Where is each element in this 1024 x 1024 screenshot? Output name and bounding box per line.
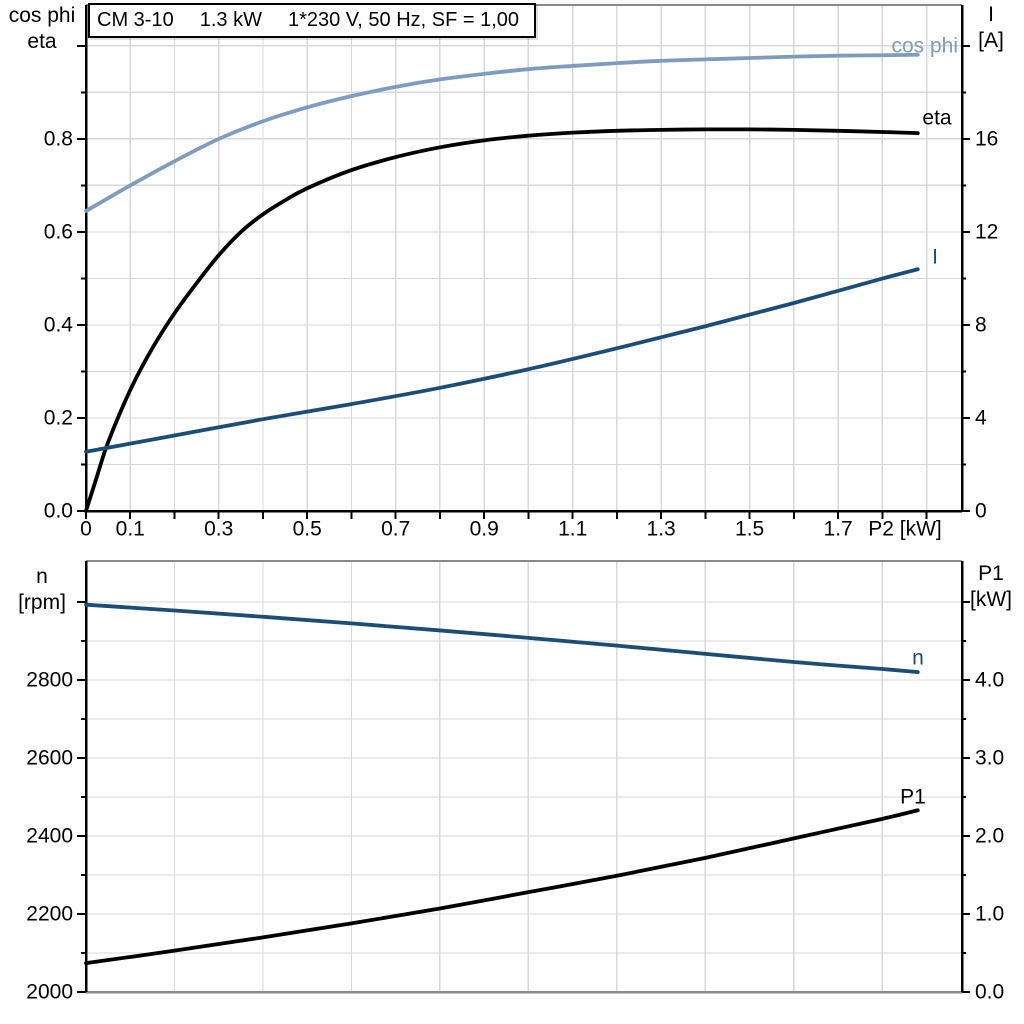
x-tick-label: 0.1 — [116, 518, 145, 541]
left-tick-label: 0.4 — [44, 313, 74, 336]
x-tick-label: 0 — [80, 518, 92, 541]
curve-cos-phi — [84, 52, 920, 213]
x-tick-label: 0.7 — [381, 518, 410, 541]
top-left-axis-title: cos phi eta — [2, 3, 82, 55]
left-tick-label: 2400 — [26, 824, 73, 847]
right-tick-label: 2.0 — [975, 825, 1004, 848]
left-tick-label: 2000 — [26, 981, 73, 1004]
right-tick-label: 0 — [975, 500, 987, 523]
input-power-axis-label: P1 — [978, 562, 1004, 585]
curve-label-cos-phi: cos phi — [891, 35, 958, 58]
x-tick-label: 1.1 — [558, 518, 587, 541]
curve-label-p1: P1 — [900, 786, 926, 809]
left-tick-label: 0.0 — [44, 500, 73, 523]
left-tick-label: 2800 — [26, 668, 73, 691]
right-tick-label: 12 — [975, 221, 998, 244]
speed-axis-unit: [rpm] — [18, 591, 66, 614]
current-axis-unit: [A] — [978, 29, 1004, 52]
chart-title-box: CM 3-10 1.3 kW 1*230 V, 50 Hz, SF = 1,00 — [88, 3, 536, 38]
curve-label-i: I — [932, 246, 938, 269]
left-tick-label: 2200 — [26, 902, 73, 925]
x-tick-label: 1.7 — [824, 518, 853, 541]
bottom-right-axis-title: P1 [kW] — [958, 561, 1024, 613]
x-tick-label: 1.3 — [647, 518, 676, 541]
left-tick-label: 2600 — [26, 746, 73, 769]
input-power-axis-unit: [kW] — [970, 588, 1012, 611]
right-tick-label: 1.0 — [975, 903, 1004, 926]
left-tick-label: 0.2 — [44, 406, 73, 429]
rated-power: 1.3 kW — [199, 9, 262, 31]
curve-eta — [84, 127, 920, 513]
right-tick-label: 8 — [975, 314, 987, 337]
current-axis-label: I — [988, 3, 994, 26]
electrical-specs: 1*230 V, 50 Hz, SF = 1,00 — [287, 9, 520, 31]
eta-axis-label: eta — [27, 30, 57, 53]
speed-axis-label: n — [36, 565, 48, 588]
right-tick-label: 4.0 — [975, 669, 1004, 692]
bottom-left-axis-title: n [rpm] — [2, 564, 82, 616]
curve-label-eta: eta — [922, 107, 952, 130]
x-tick-label: 0.5 — [293, 518, 322, 541]
curve-p1 — [84, 808, 920, 966]
left-tick-label: 0.8 — [44, 127, 73, 150]
curve-n — [84, 602, 920, 675]
right-tick-label: 16 — [975, 128, 998, 151]
x-axis-title: P2 [kW] — [868, 518, 942, 541]
x-tick-label: 0.3 — [204, 518, 233, 541]
x-tick-label: 1.5 — [735, 518, 764, 541]
curve-i — [84, 267, 920, 454]
cos-phi-axis-label: cos phi — [8, 4, 76, 27]
curve-label-n: n — [912, 647, 924, 670]
top-right-axis-title: I [A] — [962, 2, 1020, 54]
right-tick-label: 3.0 — [975, 747, 1004, 770]
pump-model: CM 3-10 — [97, 9, 174, 31]
right-tick-label: 0.0 — [975, 981, 1004, 1004]
left-tick-label: 0.6 — [44, 220, 73, 243]
right-tick-label: 4 — [975, 407, 987, 430]
x-tick-label: 0.9 — [470, 518, 499, 541]
